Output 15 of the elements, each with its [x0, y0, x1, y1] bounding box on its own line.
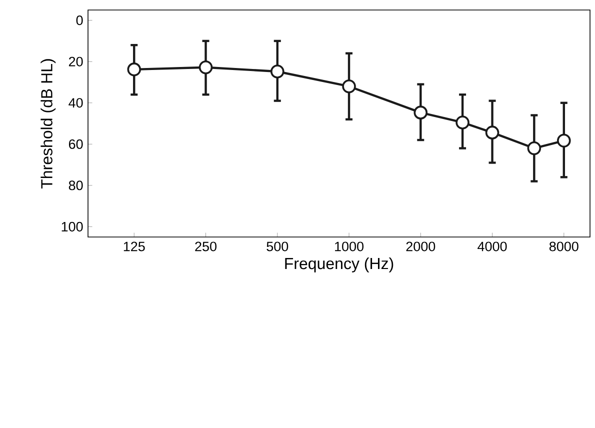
x-tick-label: 4000 — [478, 242, 507, 252]
x-tick-label: 125 — [124, 242, 145, 252]
y-tick-label: 80 — [68, 180, 83, 190]
y-tick-label: 40 — [68, 98, 83, 108]
x-tick-label: 8000 — [549, 242, 578, 252]
y-tick-label: 0 — [76, 16, 83, 26]
y-axis-title: Threshold (dB HL) — [40, 59, 56, 188]
x-axis-title: Frequency (Hz) — [285, 257, 394, 272]
x-tick-label: 2000 — [406, 242, 436, 252]
x-tick-label: 250 — [195, 242, 216, 252]
y-tick-label: 60 — [68, 139, 83, 149]
x-tick-label: 500 — [266, 242, 288, 252]
y-tick-label: 100 — [62, 222, 83, 232]
x-tick-label: 1000 — [335, 242, 364, 252]
y-tick-label: 20 — [68, 56, 83, 66]
